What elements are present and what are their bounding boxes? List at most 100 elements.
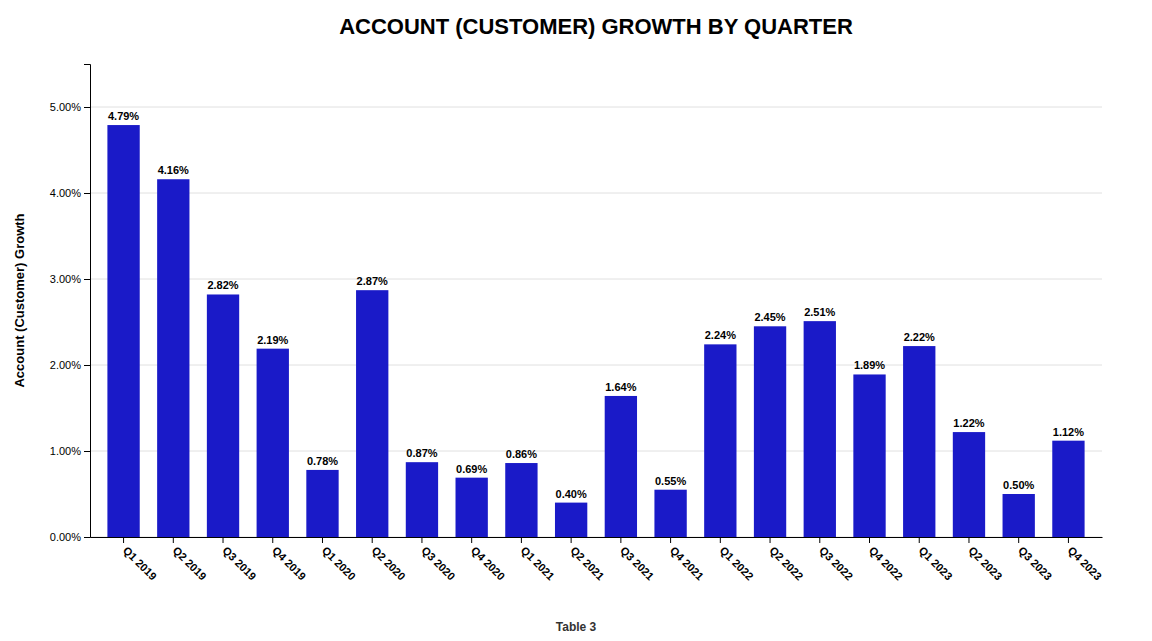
x-tick: Q2 2023 xyxy=(966,537,1004,582)
tick-mark xyxy=(84,107,90,108)
bar xyxy=(654,490,686,537)
data-label: 0.69% xyxy=(456,463,487,475)
grid-line xyxy=(90,107,1102,108)
axis-domain xyxy=(84,65,91,538)
x-tick: Q4 2019 xyxy=(270,537,308,582)
tick-mark xyxy=(869,537,870,543)
tick-label: Q2 2021 xyxy=(568,544,606,582)
tick-label: Q2 2019 xyxy=(171,544,209,582)
tick-mark xyxy=(571,537,572,543)
tick-label: Q1 2022 xyxy=(718,544,756,582)
x-tick: Q4 2021 xyxy=(668,537,706,582)
tick-label: 4.00% xyxy=(50,187,81,199)
title: ACCOUNT (CUSTOMER) GROWTH BY QUARTER xyxy=(339,14,853,39)
grid xyxy=(90,107,1102,537)
data-label: 2.51% xyxy=(804,306,835,318)
tick-mark xyxy=(770,537,771,543)
tick-mark xyxy=(670,537,671,543)
x-tick: Q3 2020 xyxy=(419,537,457,582)
tick-mark xyxy=(521,537,522,543)
tick-mark xyxy=(173,537,174,543)
data-label: 0.40% xyxy=(556,488,587,500)
x-tick: Q4 2023 xyxy=(1066,537,1104,582)
grid-line xyxy=(90,451,1102,452)
y-axis: 0.00%1.00%2.00%3.00%4.00%5.00% xyxy=(50,65,91,544)
x-tick: Q4 2020 xyxy=(469,537,507,582)
data-label: 2.45% xyxy=(754,311,785,323)
y-tick: 2.00% xyxy=(50,359,90,371)
tick-label: Q4 2020 xyxy=(469,544,507,582)
x-axis: Q1 2019 Q2 2019 Q3 2019 Q4 2019 Q1 2020 Q2 20… xyxy=(91,537,1105,582)
bar xyxy=(704,344,736,537)
x-tick: Q1 2019 xyxy=(121,537,159,582)
tick-label: 2.00% xyxy=(50,359,81,371)
bar xyxy=(505,463,537,537)
bar xyxy=(1003,494,1035,537)
axis-title: Account (Customer) Growth xyxy=(12,213,27,387)
bar xyxy=(306,470,338,537)
data-label: 0.50% xyxy=(1003,479,1034,491)
x-tick: Q4 2022 xyxy=(867,537,905,582)
y-tick: 3.00% xyxy=(50,273,90,285)
tick-mark xyxy=(84,451,90,452)
x-tick: Q2 2022 xyxy=(767,537,805,582)
data-label: 0.78% xyxy=(307,455,338,467)
data-label: 1.22% xyxy=(953,417,984,429)
tick-mark xyxy=(968,537,969,543)
data-labels: 4.79%4.16%2.82%2.19%0.78%2.87%0.87%0.69%… xyxy=(108,110,1084,500)
bar xyxy=(107,125,139,537)
x-tick: Q1 2023 xyxy=(917,537,955,582)
bar xyxy=(903,346,935,537)
tick-label: 5.00% xyxy=(50,101,81,113)
bar xyxy=(853,374,885,537)
bar xyxy=(555,503,587,537)
tick-mark xyxy=(272,537,273,543)
tick-mark xyxy=(471,537,472,543)
tick-label: Q2 2020 xyxy=(369,544,407,582)
tick-label: Q1 2019 xyxy=(121,544,159,582)
plot: 4.79%4.16%2.82%2.19%0.78%2.87%0.87%0.69%… xyxy=(50,65,1104,583)
tick-mark xyxy=(720,537,721,543)
tick-mark xyxy=(372,537,373,543)
data-label: 1.12% xyxy=(1053,426,1084,438)
annotation: Table 3 xyxy=(556,620,597,634)
data-label: 4.79% xyxy=(108,110,139,122)
x-tick: Q3 2023 xyxy=(1016,537,1054,582)
y-tick: 0.00% xyxy=(50,531,90,543)
bar xyxy=(804,321,836,537)
chart-svg: 4.79%4.16%2.82%2.19%0.78%2.87%0.87%0.69%… xyxy=(0,0,1152,641)
tick-mark xyxy=(223,537,224,543)
x-tick: Q3 2021 xyxy=(618,537,656,582)
bar xyxy=(207,294,239,537)
tick-label: Q4 2023 xyxy=(1066,544,1104,582)
tick-mark xyxy=(819,537,820,543)
tick-mark xyxy=(84,279,90,280)
bars xyxy=(107,125,1084,537)
grid-line xyxy=(90,279,1102,280)
bar xyxy=(257,349,289,537)
grid-line xyxy=(90,365,1102,366)
tick-label: Q1 2021 xyxy=(519,544,557,582)
data-label: 2.87% xyxy=(357,275,388,287)
x-tick: Q3 2019 xyxy=(220,537,258,582)
bar xyxy=(356,290,388,537)
x-tick: Q1 2022 xyxy=(718,537,756,582)
tick-mark xyxy=(421,537,422,543)
data-label: 2.19% xyxy=(257,334,288,346)
x-tick: Q3 2022 xyxy=(817,537,855,582)
tick-label: Q3 2020 xyxy=(419,544,457,582)
data-label: 0.86% xyxy=(506,448,537,460)
x-tick: Q1 2020 xyxy=(320,537,358,582)
tick-label: Q2 2023 xyxy=(966,544,1004,582)
tick-label: Q1 2023 xyxy=(917,544,955,582)
tick-mark xyxy=(322,537,323,543)
tick-label: 0.00% xyxy=(50,531,81,543)
tick-label: Q3 2021 xyxy=(618,544,656,582)
y-tick: 5.00% xyxy=(50,101,90,113)
bar xyxy=(605,396,637,537)
bar xyxy=(157,179,189,537)
bar xyxy=(754,326,786,537)
tick-mark xyxy=(123,537,124,543)
grid-line xyxy=(90,193,1102,194)
axis-domain xyxy=(91,537,1103,538)
